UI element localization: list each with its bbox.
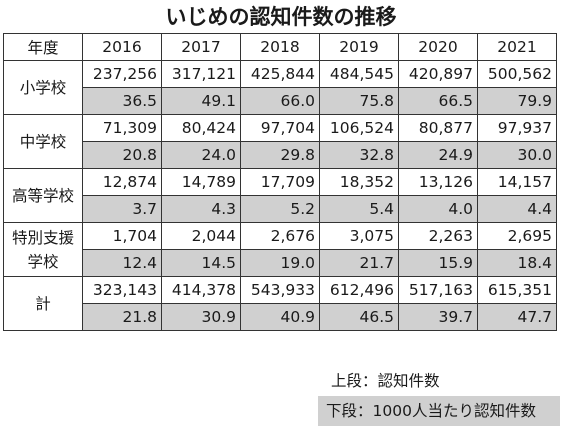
rate-cell: 32.8 [319,141,399,169]
rate-cell: 15.9 [398,249,478,277]
count-cell: 2,676 [240,222,320,250]
count-cell: 2,263 [398,222,478,250]
count-cell: 612,496 [319,276,399,304]
year-header: 2017 [161,33,241,61]
count-cell: 13,126 [398,168,478,196]
rate-cell: 3.7 [82,195,162,223]
rate-cell: 49.1 [161,87,241,115]
rate-cell: 21.8 [82,303,162,331]
year-header-label: 年度 [3,33,83,61]
row-label-elementary: 小学校 [3,60,83,115]
header-row: 年度 2016 2017 2018 2019 2020 2021 [3,33,557,61]
rate-cell: 66.5 [398,87,478,115]
year-header: 2018 [240,33,320,61]
count-cell: 420,897 [398,60,478,88]
rate-cell: 18.4 [477,249,557,277]
rate-cell: 4.0 [398,195,478,223]
rate-cell: 30.9 [161,303,241,331]
rate-cell: 12.4 [82,249,162,277]
count-cell: 1,704 [82,222,162,250]
rate-cell: 5.2 [240,195,320,223]
year-header: 2020 [398,33,478,61]
count-row-special-needs: 特別支援学校 1,704 2,044 2,676 3,075 2,263 2,6… [3,222,557,277]
count-cell: 2,044 [161,222,241,250]
rate-cell: 46.5 [319,303,399,331]
rate-cell: 66.0 [240,87,320,115]
count-cell: 317,121 [161,60,241,88]
rate-cell: 40.9 [240,303,320,331]
count-cell: 97,704 [240,114,320,142]
count-cell: 97,937 [477,114,557,142]
rate-row-junior-high: 20.8 24.0 29.8 32.8 24.9 30.0 [4,141,557,169]
year-header: 2021 [477,33,557,61]
count-cell: 425,844 [240,60,320,88]
count-cell: 14,157 [477,168,557,196]
count-cell: 323,143 [82,276,162,304]
legend-upper-row: 上段：認知件数 [331,372,440,390]
rate-row-elementary: 36.5 49.1 66.0 75.8 66.5 79.9 [4,87,557,115]
count-cell: 106,524 [319,114,399,142]
rate-cell: 5.4 [319,195,399,223]
rate-cell: 4.3 [161,195,241,223]
bullying-stats-table: 年度 2016 2017 2018 2019 2020 2021 小学校 237… [3,33,557,331]
rate-cell: 21.7 [319,249,399,277]
row-label-total: 計 [3,276,83,331]
rate-cell: 75.8 [319,87,399,115]
count-row-high-school: 高等学校 12,874 14,789 17,709 18,352 13,126 … [3,168,557,223]
count-row-elementary: 小学校 237,256 317,121 425,844 484,545 420,… [3,60,557,115]
count-cell: 80,877 [398,114,478,142]
rate-cell: 39.7 [398,303,478,331]
count-cell: 414,378 [161,276,241,304]
count-cell: 71,309 [82,114,162,142]
row-label-junior-high: 中学校 [3,114,83,169]
rate-cell: 79.9 [477,87,557,115]
count-cell: 17,709 [240,168,320,196]
count-cell: 500,562 [477,60,557,88]
count-cell: 543,933 [240,276,320,304]
row-label-line: 特別支援 [11,228,74,247]
count-row-junior-high: 中学校 71,309 80,424 97,704 106,524 80,877 … [3,114,557,169]
rate-cell: 14.5 [161,249,241,277]
count-cell: 2,695 [477,222,557,250]
rate-cell: 30.0 [477,141,557,169]
year-header: 2019 [319,33,399,61]
count-cell: 14,789 [161,168,241,196]
count-cell: 615,351 [477,276,557,304]
row-label-line: 学校 [27,252,59,271]
rate-row-high-school: 3.7 4.3 5.2 5.4 4.0 4.4 [4,195,557,223]
rate-cell: 4.4 [477,195,557,223]
count-cell: 517,163 [398,276,478,304]
count-cell: 3,075 [319,222,399,250]
count-cell: 18,352 [319,168,399,196]
count-cell: 80,424 [161,114,241,142]
page-title: いじめの認知件数の推移 [165,5,397,29]
count-row-total: 計 323,143 414,378 543,933 612,496 517,16… [3,276,557,331]
rate-cell: 24.0 [161,141,241,169]
rate-cell: 36.5 [82,87,162,115]
row-label-high-school: 高等学校 [3,168,83,223]
year-header: 2016 [82,33,162,61]
rate-cell: 19.0 [240,249,320,277]
rate-cell: 47.7 [477,303,557,331]
rate-row-special-needs: 12.4 14.5 19.0 21.7 15.9 18.4 [4,249,557,277]
row-label-special-needs: 特別支援 学校 [3,222,83,277]
count-cell: 12,874 [82,168,162,196]
rate-cell: 24.9 [398,141,478,169]
legend-lower-row: 下段：1000人当たり認知件数 [318,396,560,426]
rate-cell: 20.8 [82,141,162,169]
count-cell: 484,545 [319,60,399,88]
rate-row-total: 21.8 30.9 40.9 46.5 39.7 47.7 [4,303,557,331]
rate-cell: 29.8 [240,141,320,169]
count-cell: 237,256 [82,60,162,88]
